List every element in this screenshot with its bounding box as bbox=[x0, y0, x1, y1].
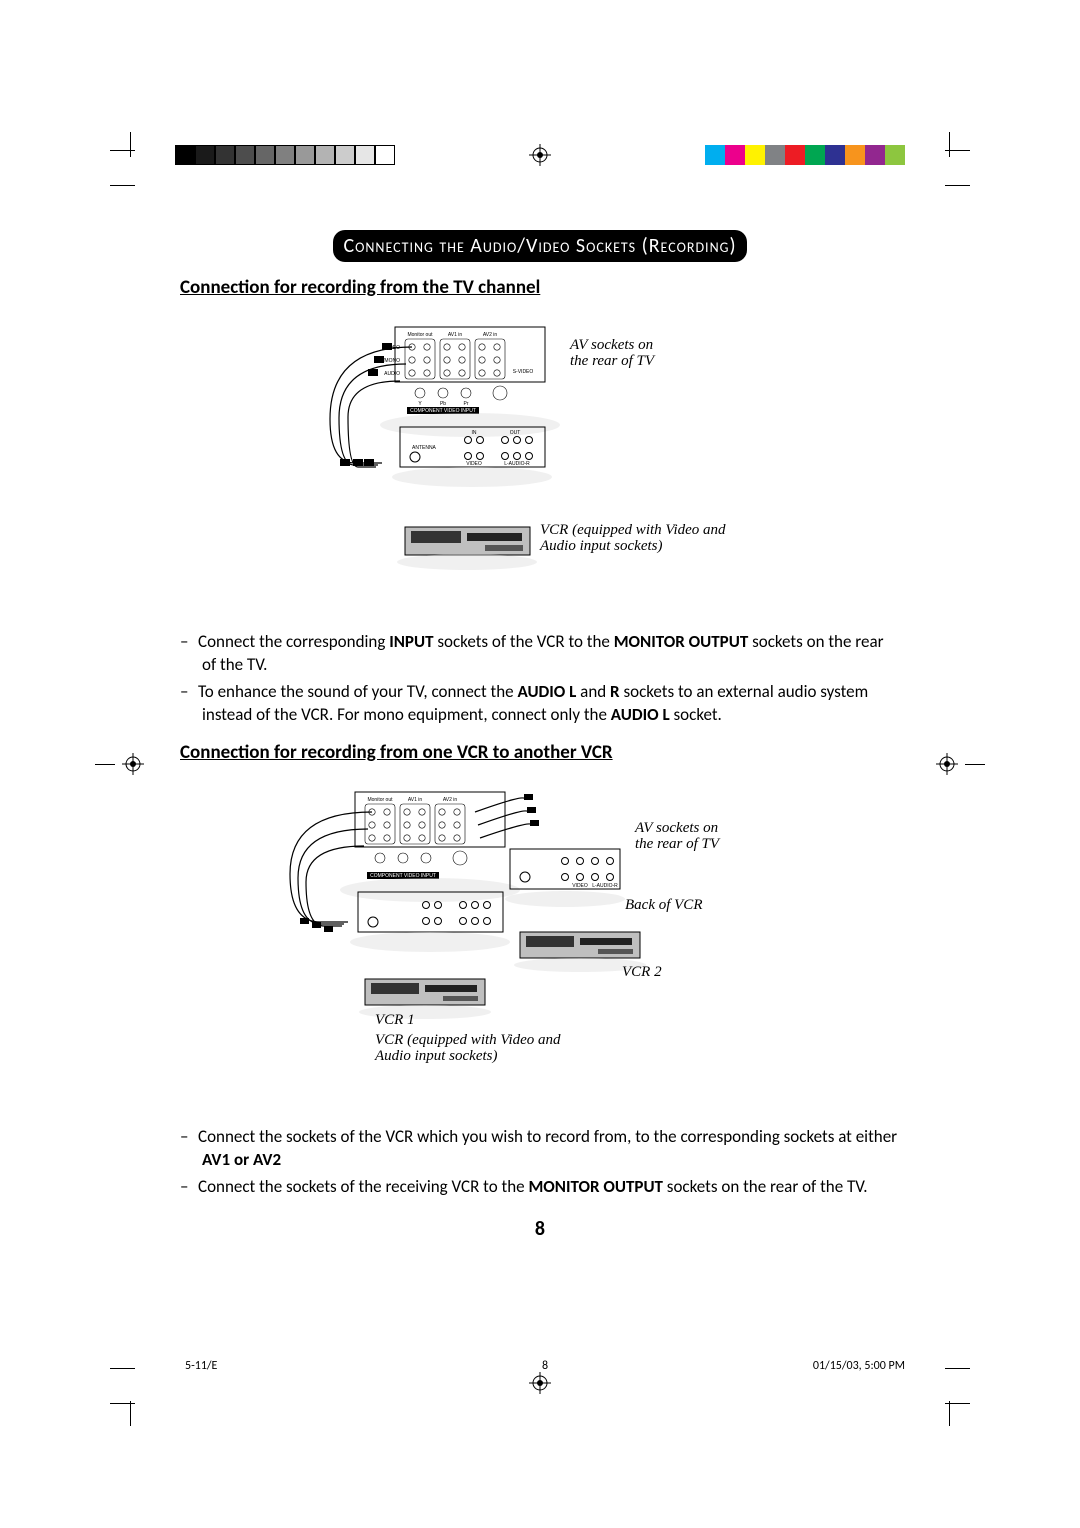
section-title-2: Connection for recording from one VCR to… bbox=[180, 741, 900, 764]
bullets-section-1: –Connect the corresponding INPUT sockets… bbox=[202, 631, 900, 727]
crop-mark bbox=[110, 140, 140, 200]
registration-mark bbox=[529, 144, 551, 166]
label-av-sockets: AV sockets onthe rear of TV bbox=[569, 337, 656, 369]
crop-mark bbox=[940, 140, 970, 200]
svg-text:VCR (equipped with Video andAu: VCR (equipped with Video andAudio input … bbox=[374, 1032, 561, 1064]
svg-text:VCR 2: VCR 2 bbox=[622, 964, 662, 980]
svg-text:VIDEO: VIDEO bbox=[466, 461, 482, 467]
grayscale-swatches bbox=[175, 145, 395, 165]
svg-text:S-VIDEO: S-VIDEO bbox=[513, 369, 534, 375]
svg-text:Back of VCR: Back of VCR bbox=[625, 897, 702, 913]
bullets-section-2: –Connect the sockets of the VCR which yo… bbox=[202, 1126, 900, 1199]
svg-text:Monitor out: Monitor out bbox=[367, 797, 393, 803]
svg-text:AUDIO: AUDIO bbox=[384, 371, 400, 377]
side-crop-line bbox=[965, 764, 985, 765]
label-vcr-desc: VCR (equipped with Video andAudio input … bbox=[539, 522, 726, 554]
diagram-vcr-to-vcr: Monitor out AV1 in AV2 in bbox=[180, 774, 900, 1114]
svg-text:VCR 1: VCR 1 bbox=[375, 1012, 415, 1028]
side-crop-line bbox=[95, 764, 115, 765]
svg-text:AV2 in: AV2 in bbox=[443, 797, 458, 803]
svg-text:AV sockets onthe rear of TV: AV sockets onthe rear of TV bbox=[634, 820, 721, 852]
svg-text:Monitor out: Monitor out bbox=[407, 332, 433, 338]
svg-text:AV2 in: AV2 in bbox=[483, 332, 498, 338]
registration-mark bbox=[122, 753, 144, 775]
svg-text:AV1 in: AV1 in bbox=[448, 332, 463, 338]
svg-text:Pr: Pr bbox=[464, 401, 469, 407]
diagram-tv-to-vcr: Monitor out AV1 in AV2 in bbox=[180, 309, 900, 619]
svg-text:IN: IN bbox=[472, 430, 477, 436]
color-swatches bbox=[705, 145, 905, 165]
svg-text:Pb: Pb bbox=[440, 401, 446, 407]
svg-text:Y: Y bbox=[418, 401, 422, 407]
registration-mark bbox=[936, 753, 958, 775]
page-content: Connecting the Audio/Video Sockets (Reco… bbox=[180, 230, 900, 1241]
svg-text:VIDEO: VIDEO bbox=[572, 883, 588, 889]
registration-mark bbox=[529, 1372, 551, 1394]
page-title-banner: Connecting the Audio/Video Sockets (Reco… bbox=[333, 230, 746, 262]
svg-text:L-AUDIO-R: L-AUDIO-R bbox=[504, 461, 530, 467]
svg-text:AV1 in: AV1 in bbox=[408, 797, 423, 803]
svg-text:ANTENNA: ANTENNA bbox=[412, 445, 437, 451]
page-number: 8 bbox=[180, 1217, 900, 1241]
proof-strip-top bbox=[0, 140, 1080, 200]
svg-text:OUT: OUT bbox=[510, 430, 521, 436]
svg-text:L-AUDIO-R: L-AUDIO-R bbox=[592, 883, 618, 889]
section-title-1: Connection for recording from the TV cha… bbox=[180, 276, 900, 299]
proof-strip-bottom bbox=[0, 1358, 1080, 1418]
